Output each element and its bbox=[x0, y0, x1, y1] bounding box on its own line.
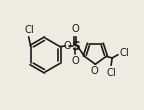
Text: O: O bbox=[71, 56, 79, 66]
Text: Cl: Cl bbox=[25, 25, 35, 35]
Text: Cl: Cl bbox=[107, 68, 116, 78]
Text: O: O bbox=[71, 24, 79, 34]
Text: O: O bbox=[64, 41, 71, 51]
Text: O: O bbox=[91, 66, 99, 76]
Text: S: S bbox=[71, 39, 79, 53]
Text: Cl: Cl bbox=[119, 48, 129, 58]
